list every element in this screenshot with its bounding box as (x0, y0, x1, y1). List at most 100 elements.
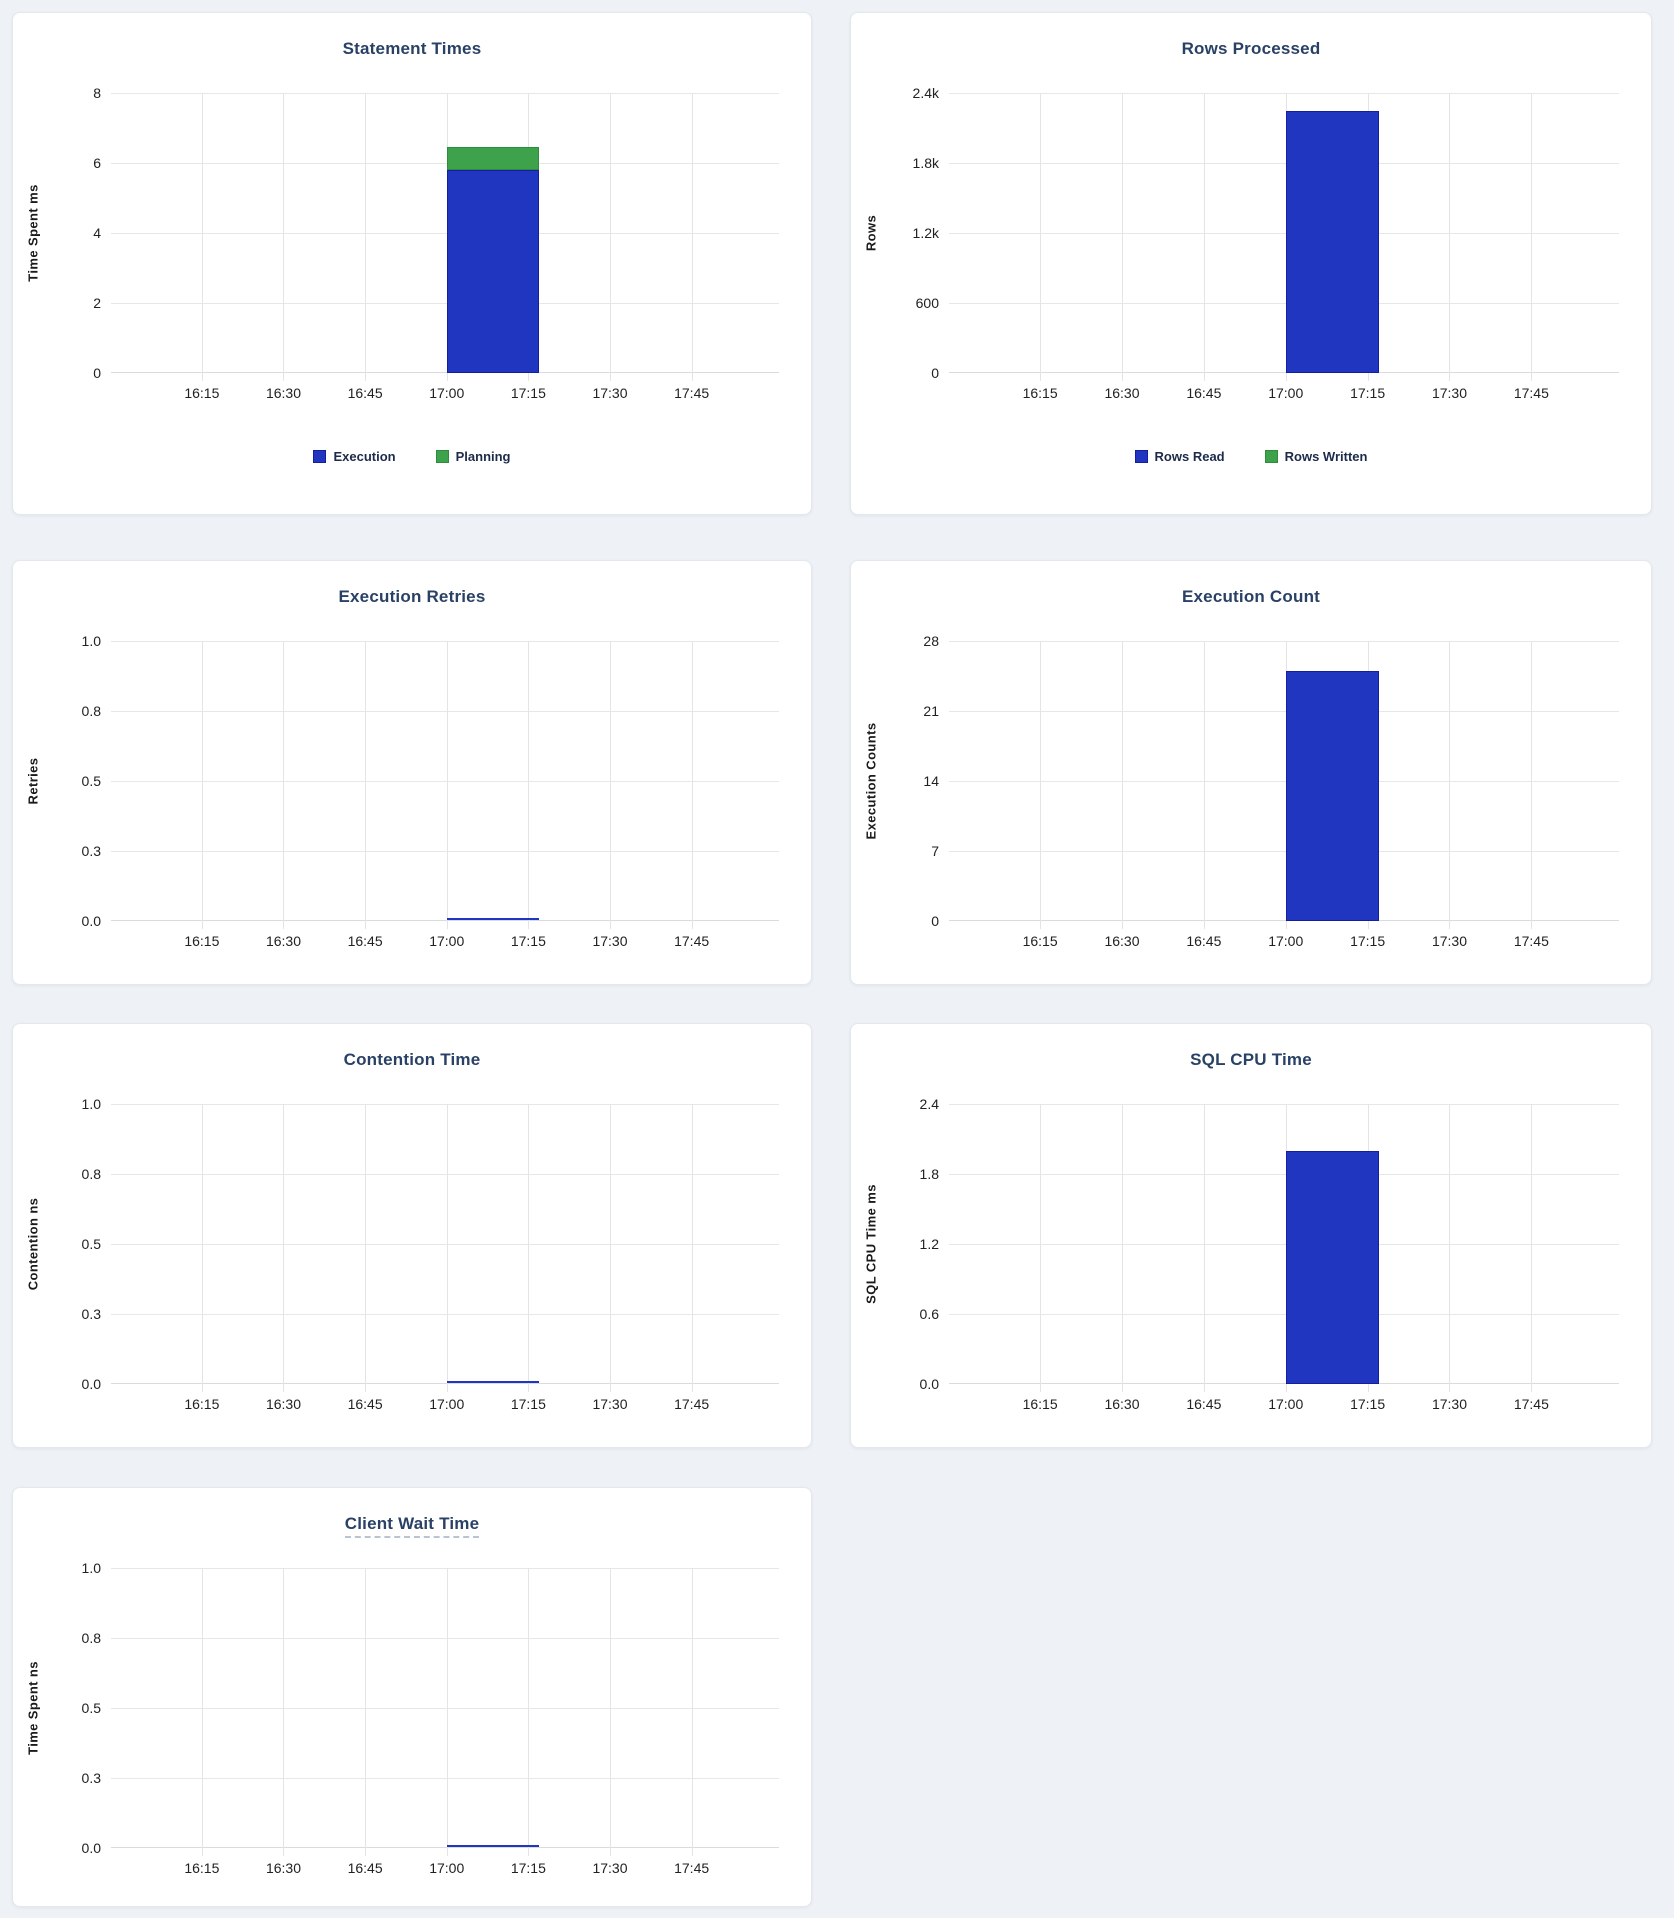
vertical-gridline (446, 641, 448, 929)
x-axis-baseline (111, 372, 779, 373)
chart-title-text: Rows Processed (1181, 39, 1321, 58)
horizontal-gridline (949, 1174, 1619, 1175)
x-axis-ticks: 16:15 16:30 16:45 17:00 17:15 17:30 17:45 (111, 1860, 779, 1878)
horizontal-gridline (111, 93, 779, 94)
bar-segment-planning (446, 147, 540, 170)
x-tick-label: 16:15 (184, 933, 220, 949)
horizontal-gridline (111, 641, 779, 642)
x-tick-label: 17:00 (429, 385, 465, 401)
y-axis-label: Time Spent ns (25, 1661, 41, 1755)
y-axis-label-column: Time Spent ms (13, 93, 53, 373)
vertical-gridline (283, 1568, 285, 1856)
y-tick-label: 0.0 (81, 913, 101, 929)
chart-card-sql-cpu-time: SQL CPU Time SQL CPU Time ms 2.4 1.8 1.2 0.6 0… (850, 1023, 1652, 1448)
chart-area-execution-count: Execution Counts 28 21 14 7 0 (851, 633, 1651, 929)
vertical-gridline (1121, 93, 1123, 381)
legend-label: Rows Written (1284, 449, 1368, 464)
y-axis-label-column: SQL CPU Time ms (851, 1104, 891, 1384)
vertical-gridline (283, 93, 285, 381)
bar-segment-execution (446, 170, 540, 373)
chart-title-contention-time: Contention Time (13, 1050, 811, 1070)
x-tick-label: 16:45 (1186, 933, 1222, 949)
y-tick-label: 7 (931, 843, 939, 859)
chart-legend: Execution Planning (13, 449, 811, 464)
chart-title-sql-cpu-time: SQL CPU Time (851, 1050, 1651, 1070)
x-tick-label: 16:15 (184, 1396, 220, 1412)
y-axis-ticks: 28 21 14 7 0 (891, 633, 949, 929)
vertical-gridline (201, 641, 203, 929)
y-axis-label: Rows (863, 214, 879, 252)
zero-value-line (446, 1381, 540, 1383)
chart-card-rows-processed: Rows Processed Rows 2.4k 1.8k 1.2k 600 0 16:15 1… (850, 12, 1652, 515)
chart-title-rows-processed: Rows Processed (851, 39, 1651, 59)
x-tick-label: 16:45 (1186, 1396, 1222, 1412)
chart-card-execution-count: Execution Count Execution Counts 28 21 14 7 0 1… (850, 560, 1652, 985)
y-tick-label: 0 (931, 365, 939, 381)
y-tick-label: 2 (93, 295, 101, 311)
x-tick-label: 16:30 (1104, 1396, 1140, 1412)
vertical-gridline (365, 641, 367, 929)
horizontal-gridline (111, 1104, 779, 1105)
data-bar (446, 147, 540, 373)
y-axis-label: Contention ns (25, 1197, 41, 1291)
x-axis-baseline (949, 372, 1619, 373)
legend-label: Rows Read (1154, 449, 1225, 464)
y-tick-label: 28 (923, 633, 939, 649)
y-tick-label: 0.3 (81, 843, 101, 859)
chart-area-sql-cpu-time: SQL CPU Time ms 2.4 1.8 1.2 0.6 0.0 (851, 1096, 1651, 1392)
x-tick-label: 17:45 (674, 385, 710, 401)
y-tick-label: 2.4 (919, 1096, 939, 1112)
vertical-gridline (283, 641, 285, 929)
zero-value-line (446, 918, 540, 920)
chart-title-client-wait-time: Client Wait Time (13, 1514, 811, 1538)
x-tick-label: 16:30 (265, 385, 301, 401)
vertical-gridline (609, 1104, 611, 1392)
vertical-gridline (1040, 93, 1042, 381)
vertical-gridline (1531, 93, 1533, 381)
horizontal-gridline (111, 1244, 779, 1245)
x-tick-label: 16:45 (347, 1860, 383, 1876)
x-tick-label: 16:15 (1022, 385, 1058, 401)
chart-title-execution-retries: Execution Retries (13, 587, 811, 607)
y-tick-label: 0.3 (81, 1770, 101, 1786)
y-tick-label: 0 (93, 365, 101, 381)
legend-label: Planning (455, 449, 511, 464)
y-tick-label: 0 (931, 913, 939, 929)
chart-title-execution-count: Execution Count (851, 587, 1651, 607)
chart-title-text[interactable]: Client Wait Time (344, 1514, 480, 1538)
plot-area (111, 93, 779, 381)
x-tick-label: 17:15 (510, 1396, 546, 1412)
y-tick-label: 0.0 (81, 1840, 101, 1856)
vertical-gridline (446, 1104, 448, 1392)
chart-area-client-wait-time: Time Spent ns 1.0 0.8 0.5 0.3 0.0 (13, 1560, 811, 1856)
y-axis-ticks: 1.0 0.8 0.5 0.3 0.0 (53, 1096, 111, 1392)
chart-area-execution-retries: Retries 1.0 0.8 0.5 0.3 0.0 (13, 633, 811, 929)
x-tick-label: 16:15 (1022, 933, 1058, 949)
horizontal-gridline (111, 1708, 779, 1709)
horizontal-gridline (111, 711, 779, 712)
x-tick-label: 17:30 (592, 1396, 628, 1412)
y-axis-ticks: 1.0 0.8 0.5 0.3 0.0 (53, 1560, 111, 1856)
y-tick-label: 0.0 (81, 1376, 101, 1392)
x-axis-ticks: 16:15 16:30 16:45 17:00 17:15 17:30 17:45 (111, 1396, 779, 1414)
y-axis-label-column: Time Spent ns (13, 1568, 53, 1848)
y-tick-label: 0.6 (919, 1306, 939, 1322)
x-tick-label: 17:45 (674, 1396, 710, 1412)
horizontal-gridline (111, 303, 779, 304)
chart-title-text: Statement Times (342, 39, 482, 58)
horizontal-gridline (949, 1244, 1619, 1245)
x-tick-label: 17:00 (1268, 385, 1304, 401)
y-axis-label-column: Execution Counts (851, 641, 891, 921)
y-tick-label: 0.8 (81, 1630, 101, 1646)
vertical-gridline (1531, 641, 1533, 929)
chart-card-contention-time: Contention Time Contention ns 1.0 0.8 0.5 0.3… (12, 1023, 812, 1448)
x-tick-label: 17:45 (1513, 385, 1549, 401)
horizontal-gridline (111, 851, 779, 852)
x-axis-ticks: 16:15 16:30 16:45 17:00 17:15 17:30 17:45 (949, 933, 1619, 951)
x-tick-label: 16:30 (1104, 385, 1140, 401)
x-tick-label: 16:30 (265, 1396, 301, 1412)
chart-title-statement-times: Statement Times (13, 39, 811, 59)
vertical-gridline (201, 1568, 203, 1856)
x-tick-label: 17:30 (1431, 385, 1468, 401)
vertical-gridline (283, 1104, 285, 1392)
